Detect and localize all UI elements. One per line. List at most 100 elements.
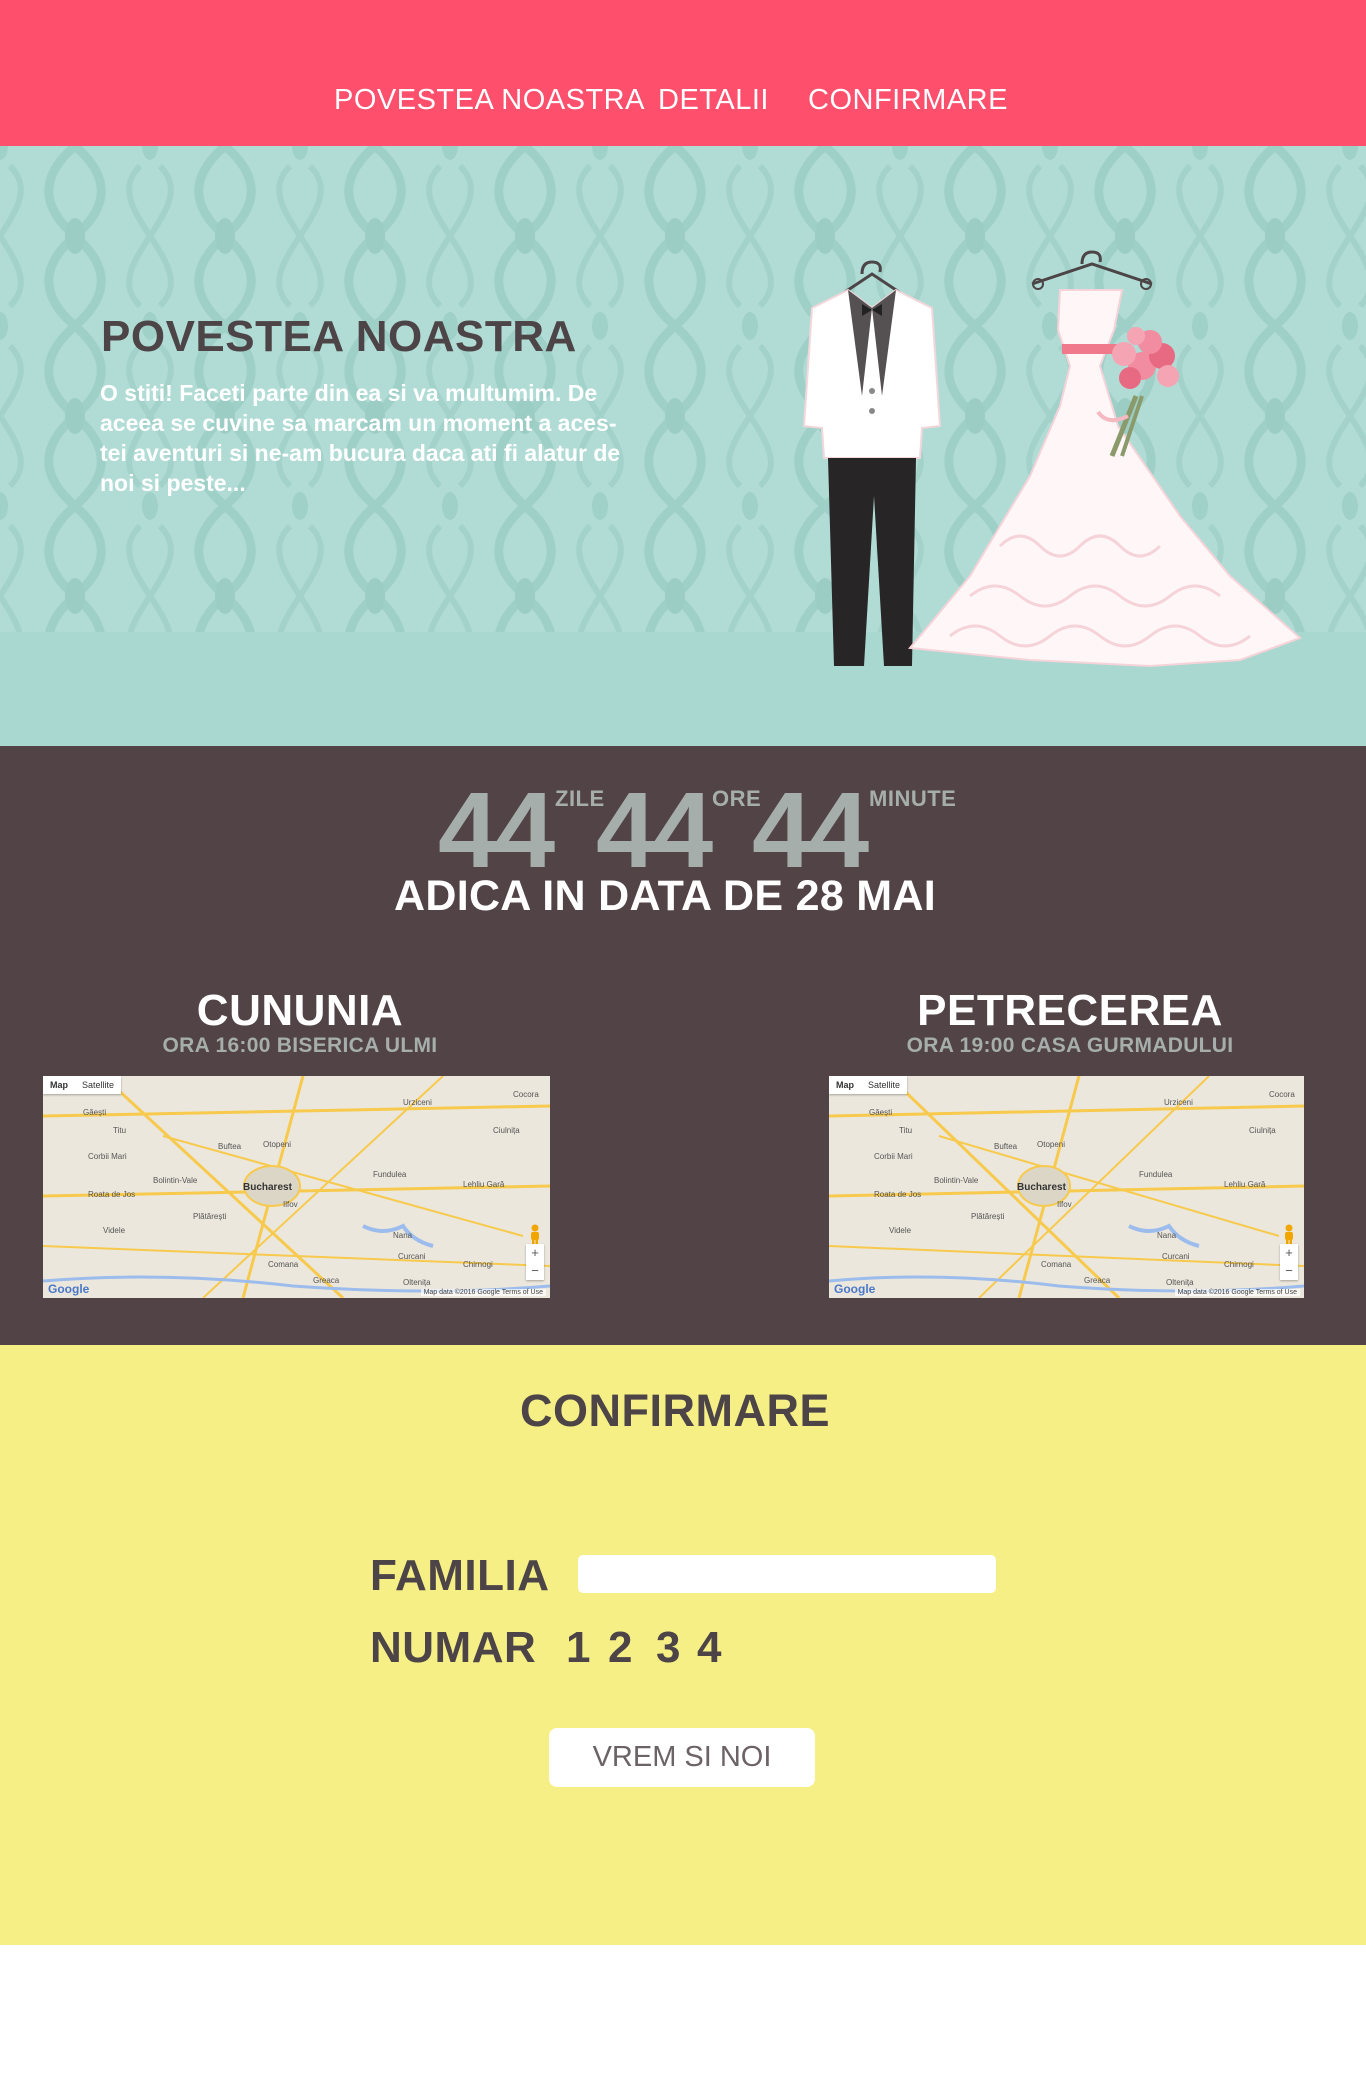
event-subtitle-cununia: ORA 16:00 BISERICA ULMI (162, 1034, 438, 1057)
groom-suit-icon (802, 288, 942, 666)
event-title-cununia: CUNUNIA (196, 986, 404, 1035)
map-place-label: Corbii Mari (874, 1152, 913, 1161)
map-terms[interactable]: Map data ©2016 Google Terms of Use (1174, 1289, 1300, 1296)
countdown-days: 44 (438, 769, 555, 890)
map-place-label: Fundulea (1139, 1170, 1173, 1179)
map-tab-map[interactable]: Map (836, 1080, 854, 1090)
map-place-label: Comana (268, 1260, 299, 1269)
family-input[interactable] (578, 1555, 996, 1593)
bouquet-icon (1096, 327, 1179, 457)
zoom-out-button[interactable]: − (1285, 1263, 1293, 1278)
rsvp-title: CONFIRMARE (520, 1385, 830, 1436)
map-tab-satellite[interactable]: Satellite (868, 1080, 901, 1090)
map-place-label: Plătărești (971, 1212, 1005, 1221)
top-nav: POVESTEA NOASTRA DETALII CONFIRMARE (0, 0, 1366, 146)
family-label: FAMILIA (370, 1551, 550, 1600)
map-place-label: Greaca (313, 1276, 340, 1285)
countdown-minutes-label: MINUTE (869, 786, 957, 811)
map-city-label: Bucharest (243, 1182, 292, 1193)
details-section: 44 ZILE 44 ORE 44 MINUTE ADICA IN DATA D… (0, 746, 1366, 1345)
map-place-label: Otopeni (263, 1140, 292, 1149)
map-place-label: Bolintin-Vale (153, 1176, 198, 1185)
map-tiles (829, 1076, 1304, 1298)
hero-text: O stiti! Faceti parte din ea si va multu… (100, 380, 621, 496)
map-place-label: Lehliu Gară (1224, 1180, 1266, 1189)
dress-hanger-icon (1031, 250, 1153, 290)
map-place-label: Nana (393, 1231, 413, 1240)
event-title-petrecerea: PETRECEREA (917, 986, 1223, 1035)
map-cununia[interactable]: Map Satellite Bucharest Găești Titu Urzi… (43, 1076, 550, 1298)
map-place-label: Curcani (1162, 1252, 1190, 1261)
map-place-label: Găești (83, 1108, 107, 1117)
suit-hanger-icon (841, 260, 903, 296)
map-place-label: Nana (1157, 1231, 1177, 1240)
map-tiles (43, 1076, 550, 1298)
map-place-label: Videle (103, 1226, 126, 1235)
map-place-label: Greaca (1084, 1276, 1111, 1285)
map-petrecerea[interactable]: Map Satellite Bucharest Găești Titu Urzi… (829, 1076, 1304, 1298)
map-tab-satellite[interactable]: Satellite (82, 1080, 115, 1090)
map-place-label: Chirnogi (463, 1260, 493, 1269)
map-place-label: Buftea (218, 1142, 242, 1151)
zoom-out-button[interactable]: − (531, 1263, 539, 1278)
pegman-icon[interactable] (1282, 1224, 1296, 1246)
map-place-label: Oltenița (403, 1278, 431, 1287)
map-place-label: Urziceni (403, 1098, 432, 1107)
map-terms[interactable]: Map data ©2016 Google Terms of Use (420, 1289, 546, 1296)
map-place-label: Plătărești (193, 1212, 227, 1221)
number-option-3[interactable]: 3 (656, 1623, 681, 1672)
map-place-label: Lehliu Gară (463, 1180, 505, 1189)
map-place-label: Găești (869, 1108, 893, 1117)
event-subtitle-petrecerea: ORA 19:00 CASA GURMADULUI (906, 1034, 1234, 1057)
hero-title: POVESTEA NOASTRA (101, 312, 577, 361)
google-logo: Google (48, 1282, 90, 1296)
hero-section: POVESTEA NOASTRA O stiti! Faceti parte d… (0, 146, 1366, 746)
nav-item-povestea-noastra[interactable]: POVESTEA NOASTRA (334, 84, 645, 116)
damask-pattern-background (0, 146, 1366, 632)
pegman-icon[interactable] (528, 1224, 542, 1246)
google-logo: Google (834, 1282, 876, 1296)
nav-item-detalii[interactable]: DETALII (658, 84, 769, 116)
map-place-label: Cocora (1269, 1090, 1295, 1099)
map-type-tabs: Map Satellite (829, 1076, 908, 1094)
map-place-label: Chirnogi (1224, 1260, 1254, 1269)
map-place-label: Titu (899, 1126, 913, 1135)
bride-dress-icon (908, 289, 1302, 668)
map-place-label: Videle (889, 1226, 912, 1235)
map-place-label: Ilfov (283, 1200, 298, 1209)
map-place-label: Ciulnița (493, 1126, 520, 1135)
wedding-date: ADICA IN DATA DE 28 MAI (393, 872, 937, 920)
map-zoom-control: + − (526, 1244, 544, 1280)
number-label: NUMAR (370, 1623, 537, 1672)
map-place-label: Roata de Jos (874, 1190, 922, 1199)
countdown-days-label: ZILE (555, 786, 605, 811)
nav-item-confirmare[interactable]: CONFIRMARE (808, 84, 1008, 116)
map-place-label: Ilfov (1057, 1200, 1072, 1209)
number-option-4[interactable]: 4 (697, 1623, 722, 1672)
number-option-1[interactable]: 1 (566, 1623, 591, 1672)
map-place-label: Buftea (994, 1142, 1018, 1151)
map-zoom-control: + − (1280, 1244, 1298, 1280)
map-place-label: Urziceni (1164, 1098, 1193, 1107)
map-place-label: Ciulnița (1249, 1126, 1276, 1135)
map-place-label: Curcani (398, 1252, 426, 1261)
zoom-in-button[interactable]: + (1285, 1245, 1293, 1260)
wedding-attire-illustration (802, 250, 1302, 668)
map-tab-map[interactable]: Map (50, 1080, 68, 1090)
rsvp-section: CONFIRMARE FAMILIA NUMAR 1 2 3 4 VREM SI… (0, 1345, 1366, 1945)
countdown-hours: 44 (596, 769, 713, 890)
countdown-hours-label: ORE (712, 786, 762, 811)
map-place-label: Titu (113, 1126, 127, 1135)
map-type-tabs: Map Satellite (43, 1076, 122, 1094)
map-place-label: Corbii Mari (88, 1152, 127, 1161)
countdown-minutes: 44 (752, 769, 869, 890)
map-place-label: Bolintin-Vale (934, 1176, 979, 1185)
map-place-label: Otopeni (1037, 1140, 1066, 1149)
map-city-label: Bucharest (1017, 1182, 1066, 1193)
submit-button[interactable]: VREM SI NOI (549, 1728, 815, 1787)
map-place-label: Comana (1041, 1260, 1072, 1269)
number-option-2[interactable]: 2 (608, 1623, 633, 1672)
map-place-label: Cocora (513, 1090, 539, 1099)
map-place-label: Roata de Jos (88, 1190, 136, 1199)
zoom-in-button[interactable]: + (531, 1245, 539, 1260)
